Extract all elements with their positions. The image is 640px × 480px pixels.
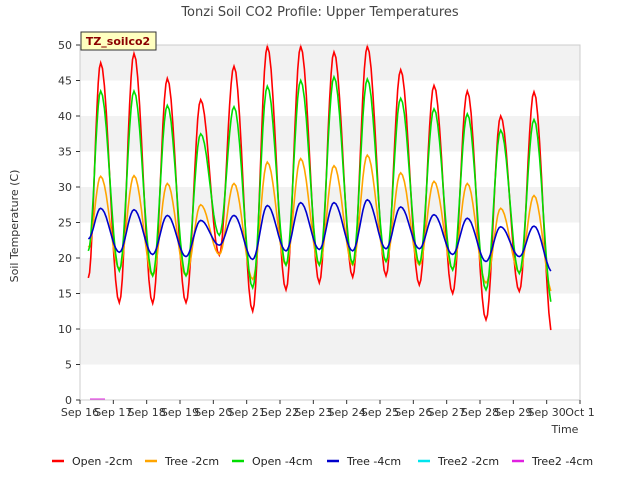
x-tick-label: Sep 23 xyxy=(294,406,332,419)
y-tick-label: 40 xyxy=(58,110,72,123)
y-tick-label: 0 xyxy=(65,394,72,407)
y-tick-label: 50 xyxy=(58,39,72,52)
legend-label: Tree2 -2cm xyxy=(437,455,499,468)
legend-label: Open -2cm xyxy=(72,455,133,468)
x-axis-label: Time xyxy=(551,423,579,436)
x-tick-label: Sep 16 xyxy=(61,406,99,419)
site-tag: TZ_soilco2 xyxy=(80,31,157,51)
chart-title: Tonzi Soil CO2 Profile: Upper Temperatur… xyxy=(180,5,459,20)
legend-label: Tree2 -4cm xyxy=(531,455,593,468)
x-tick-label: Sep 24 xyxy=(328,406,366,419)
y-axis-label: Soil Temperature (C) xyxy=(8,170,21,283)
y-tick-label: 30 xyxy=(58,181,72,194)
y-tick-label: 5 xyxy=(65,359,72,372)
series-line-open-4cm xyxy=(87,74,552,302)
x-tick-label: Sep 26 xyxy=(394,406,432,419)
x-tick-label: Sep 27 xyxy=(428,406,466,419)
legend-label: Tree -2cm xyxy=(164,455,219,468)
y-tick-label: 35 xyxy=(58,146,72,159)
x-tick-label: Sep 29 xyxy=(494,406,532,419)
x-tick-label: Sep 17 xyxy=(94,406,132,419)
site-tag-label: TZ_soilco2 xyxy=(86,35,150,48)
x-tick-label: Sep 19 xyxy=(161,406,199,419)
x-tick-label: Sep 30 xyxy=(528,406,566,419)
y-tick-label: 45 xyxy=(58,75,72,88)
x-tick-label: Sep 28 xyxy=(461,406,499,419)
legend-label: Tree -4cm xyxy=(346,455,401,468)
legend: Open -2cm Tree -2cm Open -4cm Tree -4cm Tree… xyxy=(52,455,593,468)
x-tick-label: Sep 20 xyxy=(194,406,232,419)
y-axis: 0 5 10 15 20 25 30 35 40 45 50 xyxy=(58,39,80,407)
y-tick-label: 10 xyxy=(58,323,72,336)
grid-band xyxy=(80,329,580,365)
x-tick-label: Sep 25 xyxy=(361,406,399,419)
grid-band xyxy=(80,258,580,294)
series-layer xyxy=(87,43,552,401)
x-tick-label: Sep 18 xyxy=(128,406,166,419)
y-tick-label: 25 xyxy=(58,217,72,230)
legend-label: Open -4cm xyxy=(252,455,313,468)
x-tick-label: Sep 21 xyxy=(228,406,266,419)
grid-band xyxy=(80,45,580,81)
site-tag-box xyxy=(80,31,157,51)
x-tick-label: Sep 22 xyxy=(261,406,299,419)
y-tick-label: 15 xyxy=(58,288,72,301)
y-tick-label: 20 xyxy=(58,252,72,265)
series-line-tree-4cm xyxy=(87,198,552,272)
x-tick-label: Oct 1 xyxy=(565,406,595,419)
